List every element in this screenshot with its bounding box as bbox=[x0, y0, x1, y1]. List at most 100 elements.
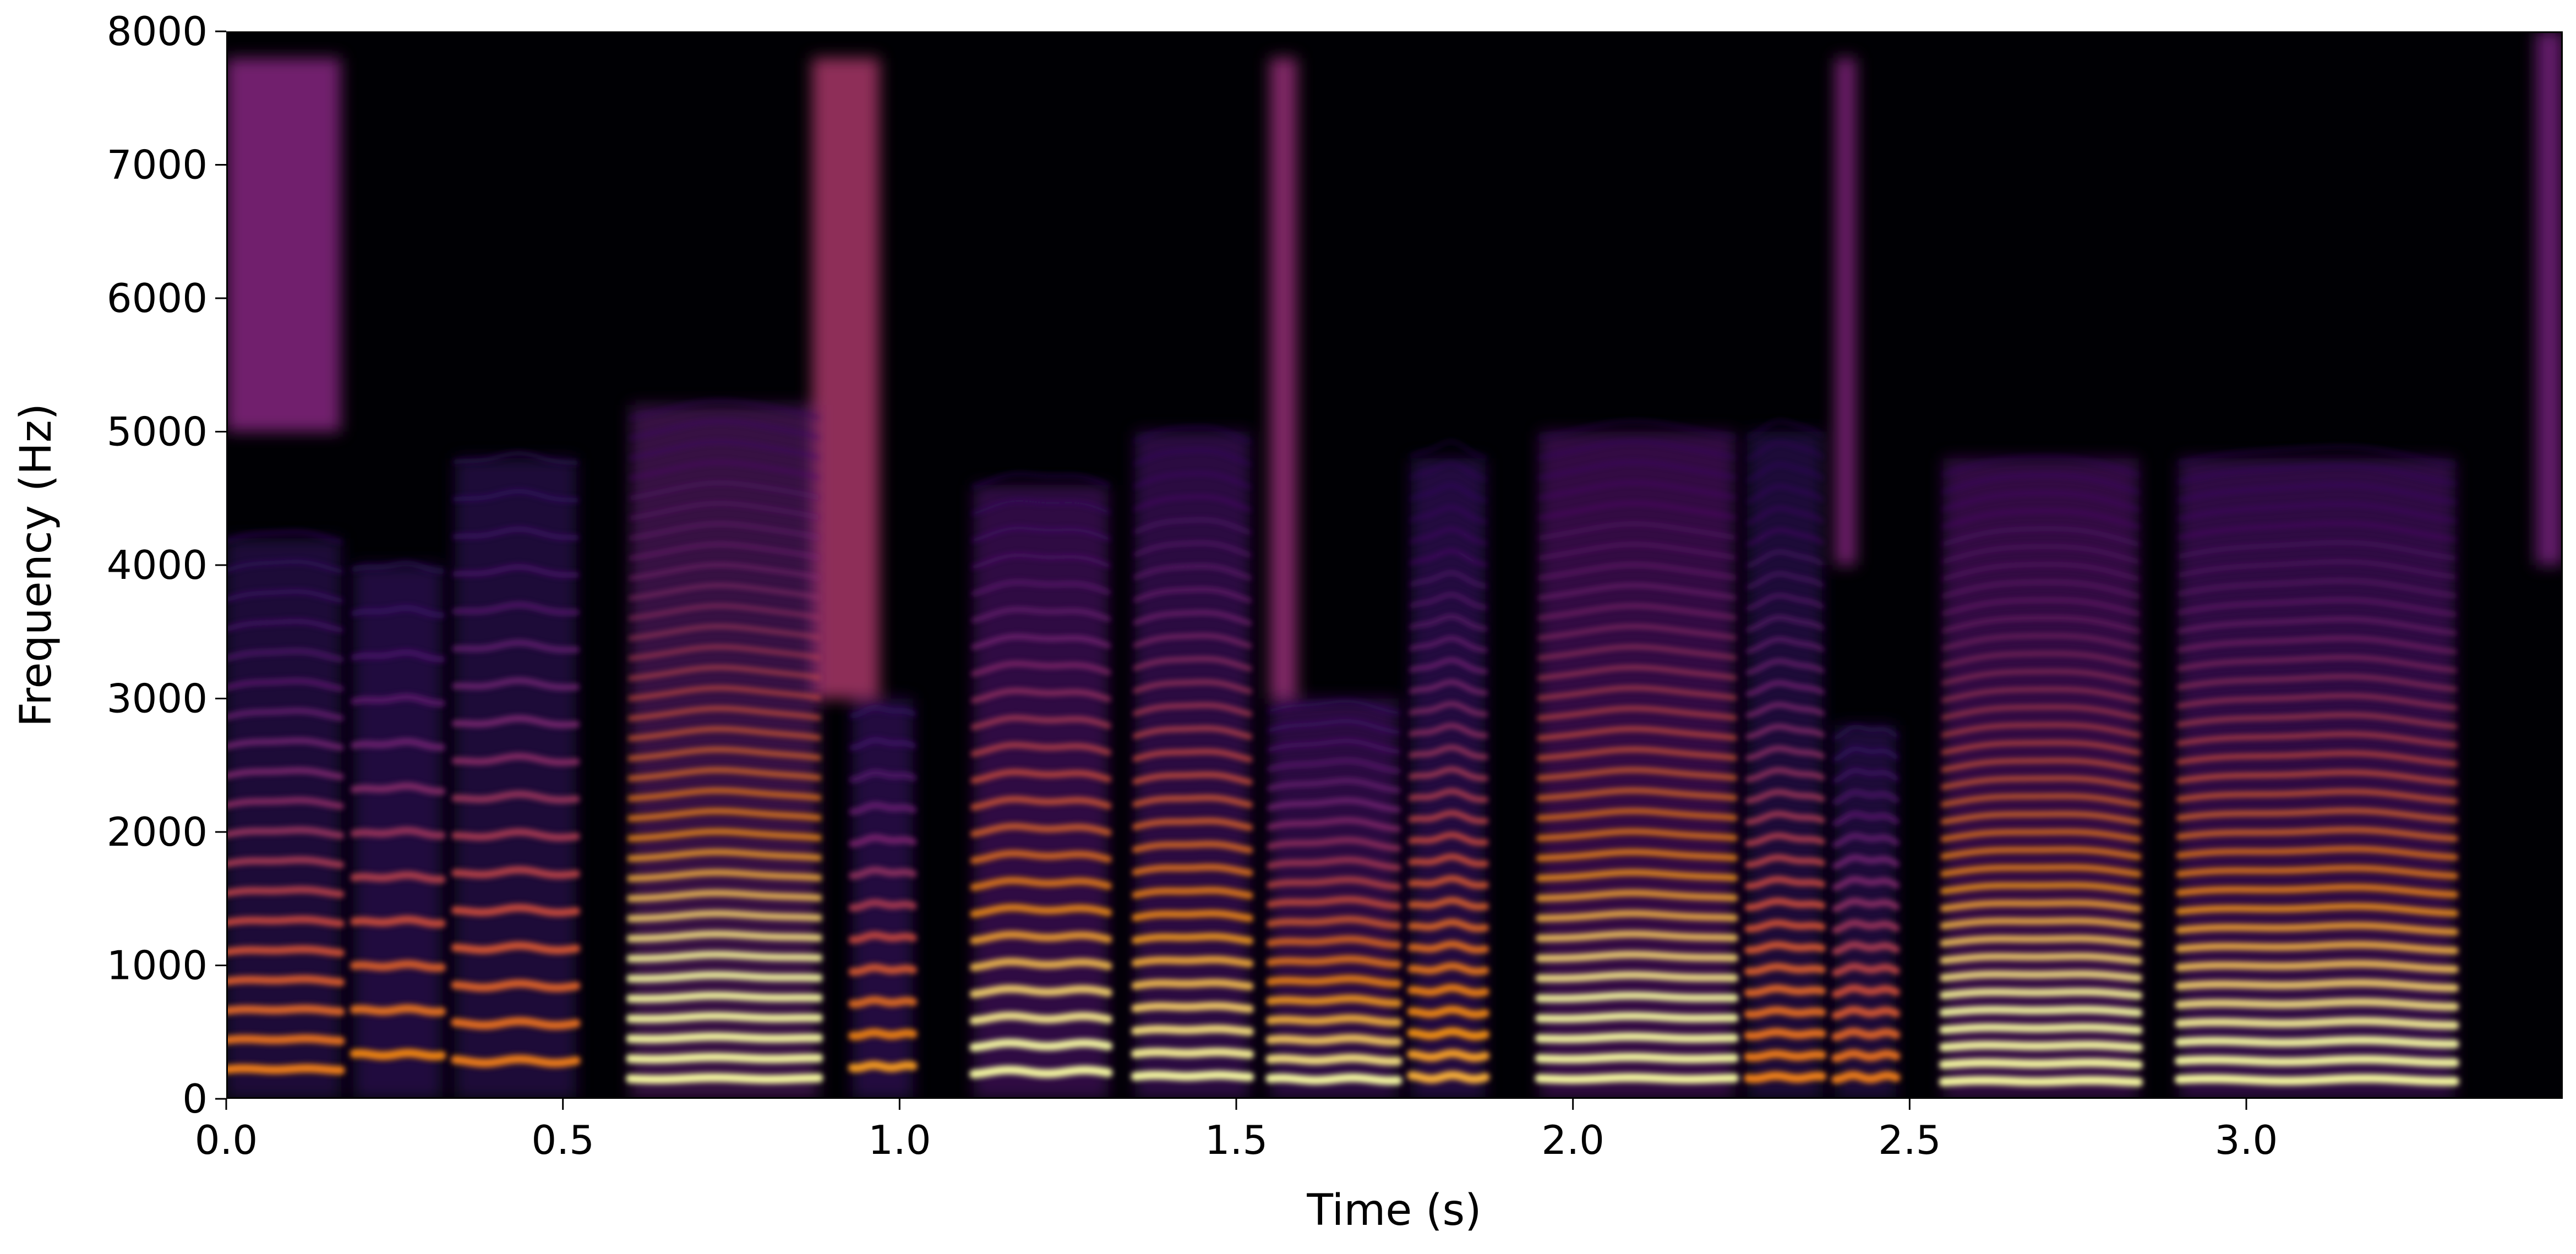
x-axis-ticks: 0.0 0.5 1.0 1.5 2.0 2.5 3.0 bbox=[195, 1099, 2278, 1163]
harmonic-3-13 bbox=[627, 828, 822, 842]
voiced-segment-5 bbox=[969, 472, 1113, 1078]
harmonic-3-19 bbox=[627, 706, 821, 721]
harmonic-3-10 bbox=[627, 889, 822, 902]
harmonic-8-2 bbox=[1407, 1049, 1490, 1062]
harmonic-10-19 bbox=[1745, 680, 1825, 697]
harmonic-6-28 bbox=[1134, 449, 1251, 466]
harmonic-3-30 bbox=[629, 481, 820, 500]
harmonic-10-8 bbox=[1744, 919, 1826, 933]
harmonic-3-1 bbox=[626, 1073, 823, 1084]
harmonic-7-19 bbox=[1268, 719, 1400, 735]
harmonic-8-7 bbox=[1407, 940, 1489, 954]
harmonic-9-9 bbox=[1536, 910, 1738, 922]
harmonic-3-3 bbox=[626, 1032, 823, 1043]
harmonic-12-35 bbox=[1942, 474, 2140, 494]
harmonic-0-5 bbox=[226, 945, 345, 957]
voiced-segment-9 bbox=[1535, 419, 1739, 1084]
harmonic-12-11 bbox=[1940, 900, 2142, 912]
voiced-segment-8 bbox=[1407, 440, 1490, 1084]
harmonic-6-18 bbox=[1133, 680, 1252, 694]
harmonic-12-18 bbox=[1941, 776, 2141, 790]
harmonic-6-1 bbox=[1131, 1070, 1254, 1081]
plot-area bbox=[226, 31, 2563, 1099]
harmonic-8-11 bbox=[1408, 853, 1489, 867]
harmonic-13-18 bbox=[2176, 751, 2458, 766]
harmonic-10-10 bbox=[1744, 876, 1826, 890]
harmonic-12-7 bbox=[1939, 970, 2142, 982]
y-axis-label: Frequency (Hz) bbox=[12, 403, 61, 727]
harmonic-13-6 bbox=[2175, 979, 2459, 992]
harmonic-6-13 bbox=[1132, 795, 1253, 808]
harmonic-9-23 bbox=[1537, 624, 1737, 640]
harmonic-3-15 bbox=[627, 787, 822, 802]
harmonic-6-23 bbox=[1133, 564, 1252, 580]
harmonic-10-7 bbox=[1744, 941, 1826, 954]
harmonic-13-19 bbox=[2176, 731, 2458, 748]
harmonic-6-19 bbox=[1133, 656, 1252, 671]
harmonic-8-19 bbox=[1409, 680, 1488, 696]
harmonic-5-12 bbox=[970, 769, 1112, 784]
x-tick-label: 2.0 bbox=[1541, 1117, 1604, 1163]
harmonic-6-17 bbox=[1132, 703, 1253, 717]
harmonic-6-7 bbox=[1131, 933, 1254, 945]
harmonic-8-8 bbox=[1407, 918, 1489, 932]
y-tick-label: 4000 bbox=[107, 542, 208, 588]
x-tick-label: 0.0 bbox=[195, 1117, 258, 1163]
harmonic-1-12 bbox=[351, 560, 445, 574]
harmonic-5-1 bbox=[969, 1065, 1113, 1078]
harmonic-8-6 bbox=[1407, 962, 1489, 976]
harmonic-8-17 bbox=[1409, 723, 1488, 738]
harmonic-8-12 bbox=[1408, 831, 1489, 846]
harmonic-11-9 bbox=[1832, 897, 1900, 912]
harmonic-11-2 bbox=[1831, 1049, 1901, 1063]
harmonic-10-12 bbox=[1745, 833, 1825, 847]
fricative-noise-3 bbox=[1835, 58, 1856, 565]
harmonic-3-6 bbox=[626, 971, 823, 983]
harmonic-11-17 bbox=[1833, 724, 1899, 741]
harmonic-5-14 bbox=[970, 715, 1111, 730]
harmonic-12-30 bbox=[1942, 563, 2140, 581]
harmonic-8-21 bbox=[1409, 636, 1488, 653]
y-tick-label: 8000 bbox=[107, 8, 208, 54]
y-tick-label: 1000 bbox=[107, 943, 208, 989]
fricative-noise-1 bbox=[812, 58, 880, 699]
harmonic-0-6 bbox=[226, 916, 345, 928]
harmonic-0-18 bbox=[226, 559, 343, 574]
harmonic-1-5 bbox=[350, 871, 446, 884]
harmonic-13-2 bbox=[2175, 1055, 2459, 1067]
harmonic-12-14 bbox=[1940, 846, 2142, 860]
voiced-haze-9 bbox=[1539, 431, 1735, 1099]
voiced-segment-10 bbox=[1744, 419, 1827, 1083]
harmonic-6-29 bbox=[1134, 426, 1251, 443]
harmonic-5-20 bbox=[971, 552, 1111, 569]
harmonic-13-25 bbox=[2177, 617, 2457, 635]
harmonic-8-22 bbox=[1409, 614, 1488, 631]
harmonic-12-25 bbox=[1941, 651, 2141, 668]
harmonic-11-6 bbox=[1832, 962, 1900, 977]
harmonic-12-1 bbox=[1939, 1076, 2143, 1087]
harmonic-3-11 bbox=[627, 869, 822, 882]
harmonic-3-2 bbox=[626, 1053, 823, 1064]
harmonic-13-7 bbox=[2175, 960, 2459, 973]
harmonic-6-9 bbox=[1132, 886, 1253, 899]
harmonic-0-11 bbox=[226, 767, 344, 780]
harmonic-9-28 bbox=[1538, 522, 1736, 540]
harmonic-10-27 bbox=[1747, 507, 1824, 525]
harmonic-7-6 bbox=[1266, 974, 1402, 988]
harmonic-0-17 bbox=[226, 589, 343, 604]
harmonic-5-6 bbox=[970, 930, 1112, 945]
harmonic-7-5 bbox=[1266, 994, 1402, 1007]
y-tick-label: 0 bbox=[182, 1076, 208, 1122]
harmonic-9-7 bbox=[1535, 950, 1738, 962]
harmonic-8-28 bbox=[1410, 484, 1487, 502]
harmonic-8-9 bbox=[1407, 897, 1489, 911]
harmonic-12-33 bbox=[1942, 509, 2140, 529]
harmonic-4-9 bbox=[849, 802, 916, 815]
harmonic-7-17 bbox=[1267, 758, 1401, 774]
voiced-segment-13 bbox=[2174, 445, 2460, 1086]
harmonic-12-36 bbox=[1942, 456, 2140, 477]
harmonic-8-3 bbox=[1407, 1027, 1490, 1041]
harmonic-11-11 bbox=[1832, 854, 1900, 869]
harmonic-0-4 bbox=[226, 975, 345, 987]
